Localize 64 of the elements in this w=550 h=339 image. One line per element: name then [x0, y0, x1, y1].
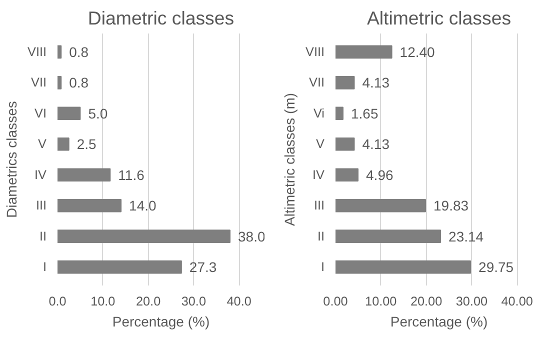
y-tick-label: VII	[309, 76, 325, 90]
data-label: 5.0	[88, 105, 108, 122]
y-tick-label: VIII	[28, 44, 47, 59]
bar	[336, 230, 442, 243]
bar	[58, 106, 81, 120]
x-tick-label: 20.00	[410, 294, 442, 308]
chart-title: Diametric classes	[88, 8, 234, 28]
bar	[58, 230, 230, 243]
bar	[336, 137, 355, 151]
data-label: 4.13	[362, 74, 390, 91]
bar	[336, 260, 472, 274]
bar	[336, 76, 355, 90]
y-axis-title: Diametrics classes	[4, 101, 20, 218]
y-tick-label: II	[317, 229, 325, 244]
data-label: 19.83	[434, 198, 469, 214]
y-tick-label: VII	[31, 76, 47, 90]
bar	[58, 45, 62, 59]
x-tick-label: 30.00	[456, 294, 488, 308]
x-tick-label: 30.0	[181, 294, 206, 308]
data-label: 38.0	[238, 228, 266, 244]
y-tick-label: V	[316, 137, 326, 152]
y-tick-label: VI	[34, 106, 47, 120]
x-axis-title: Percentage (%)	[390, 314, 488, 330]
y-tick-label: I	[320, 260, 325, 274]
data-label: 11.6	[118, 166, 145, 183]
y-tick-label: Vi	[313, 106, 325, 120]
x-tick-label: 0.0	[48, 294, 66, 308]
y-tick-label: IV	[312, 168, 326, 182]
bar	[58, 168, 111, 182]
data-label: 23.14	[448, 228, 484, 244]
bar	[336, 168, 359, 182]
data-label: 1.65	[350, 105, 378, 122]
bar	[58, 76, 62, 90]
data-label: 27.3	[189, 259, 217, 276]
x-tick-label: 0.00	[323, 294, 348, 308]
y-tick-label: III	[314, 198, 325, 213]
data-label: 4.13	[362, 136, 390, 152]
y-axis-title: Altimetric classes (m)	[282, 92, 298, 226]
data-label: 29.75	[478, 259, 514, 276]
y-tick-label: II	[39, 229, 47, 244]
data-label: 4.96	[366, 166, 394, 183]
bar	[336, 45, 392, 59]
bar	[58, 260, 182, 274]
x-tick-label: 20.0	[136, 294, 161, 308]
data-label: 14.0	[129, 198, 157, 214]
bar	[58, 137, 70, 151]
data-label: 0.8	[69, 74, 89, 91]
x-tick-label: 10.0	[90, 294, 116, 308]
y-tick-label: I	[42, 260, 47, 274]
bar	[336, 106, 344, 120]
data-label: 12.40	[400, 44, 436, 60]
x-tick-label: 10.00	[365, 294, 397, 308]
y-tick-label: III	[36, 198, 47, 213]
x-tick-label: 40.00	[501, 294, 533, 308]
bar	[336, 198, 426, 212]
y-tick-label: VIII	[306, 44, 325, 59]
bar	[58, 198, 122, 212]
x-axis-title: Percentage (%)	[112, 314, 210, 330]
y-tick-label: V	[38, 137, 48, 152]
data-label: 0.8	[69, 44, 89, 60]
y-tick-label: IV	[34, 168, 48, 182]
x-tick-label: 40.0	[226, 294, 252, 308]
chart-title: Altimetric classes	[366, 8, 512, 28]
data-label: 2.5	[76, 136, 97, 152]
